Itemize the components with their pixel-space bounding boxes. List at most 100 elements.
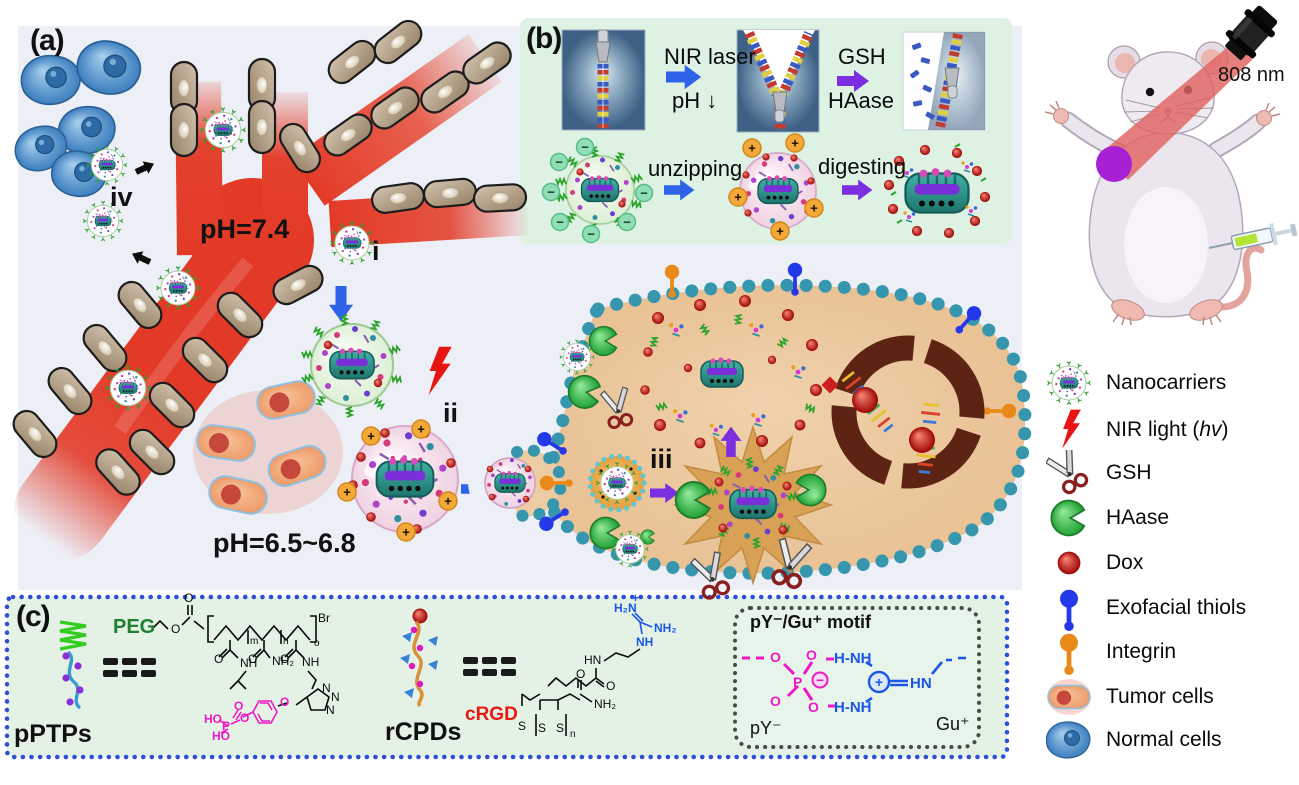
atom-label: S	[556, 721, 564, 735]
atom-label: O	[184, 591, 193, 605]
legend-label: GSH	[1106, 461, 1152, 484]
atom-label: O	[770, 693, 781, 709]
plus-badge	[438, 491, 458, 511]
atom-label: NH₂	[594, 697, 616, 711]
minus-badge	[550, 212, 570, 232]
mouse-illustration	[1044, 5, 1298, 326]
circled-plus: +	[875, 674, 883, 690]
atom-label: O	[248, 652, 257, 666]
unzipping-label: unzipping	[648, 156, 743, 181]
dox-icon	[1046, 540, 1092, 586]
pptp-structure	[151, 605, 330, 734]
crgd-label: cRGD	[465, 704, 518, 725]
plus-badge	[785, 133, 805, 153]
endosome	[587, 453, 647, 513]
repeat-label: n	[570, 729, 576, 740]
nanoparticle-entering	[484, 457, 536, 509]
circled-minus: −	[816, 672, 824, 688]
gsh-label: GSH	[838, 44, 886, 69]
panel-b-label: (b)	[526, 22, 562, 55]
dox-icon	[852, 387, 878, 413]
atom-label: O	[280, 695, 289, 709]
plus-badge	[804, 198, 824, 218]
mouse-foot	[1111, 299, 1145, 321]
atom-label: H-NH	[834, 699, 872, 716]
tumor-cell-icon	[1046, 674, 1092, 720]
legend-label: Tumor cells	[1106, 685, 1214, 708]
mouse-hand	[1053, 108, 1069, 124]
legend-item-nanocarriers: Nanocarriers	[1046, 360, 1296, 406]
atom-label: S	[518, 719, 526, 733]
legend-label: Nanocarriers	[1106, 371, 1227, 394]
legend-label: HAase	[1106, 506, 1170, 529]
atom-label: +	[632, 591, 639, 605]
legend-item-dox: Dox	[1046, 540, 1296, 586]
atom-label: O	[214, 652, 223, 666]
legend-item-haase: HAase	[1046, 495, 1296, 541]
repeat-label: o	[314, 638, 320, 649]
laser-spot-tumor	[1096, 146, 1132, 182]
legend-item-exofacial-thiols: Exofacial thiols	[1046, 585, 1296, 631]
pptps-label: pPTPs	[14, 720, 92, 748]
py-label: pY⁻	[750, 718, 782, 738]
zipper-open	[736, 29, 820, 133]
legend-label: Integrin	[1106, 640, 1177, 663]
atom-label: HN	[584, 653, 601, 667]
ph-down-label: pH ↓	[672, 88, 718, 113]
legend-item-nir-light: NIR light (hv)	[1046, 407, 1296, 453]
rcpds-polymer-icon	[400, 608, 438, 708]
equivalence-icon	[103, 658, 156, 677]
mouse-eye	[1145, 87, 1155, 97]
minus-badge	[617, 212, 637, 232]
nir-laser-label: NIR laser	[664, 44, 756, 69]
legend-label: Dox	[1106, 551, 1144, 574]
dox-icon	[821, 376, 839, 394]
atom-label: O	[234, 699, 243, 713]
minus-badge	[575, 137, 595, 157]
zipper-closed	[561, 29, 646, 131]
atom-label: P	[793, 674, 802, 690]
plus-badge	[411, 419, 431, 439]
atom-label: HO	[204, 712, 222, 726]
repeat-label: m	[250, 636, 258, 647]
panel-c-label: (c)	[16, 600, 51, 633]
gsh-scissors-icon	[1046, 450, 1092, 496]
plus-badge	[361, 426, 381, 446]
endosome-escape-burst	[672, 424, 834, 603]
rcpd-structure	[521, 612, 653, 736]
plus-badge	[742, 138, 762, 158]
atom-label: N	[322, 681, 331, 695]
laser-wavelength-label: 808 nm	[1218, 64, 1285, 86]
nanocarrier-icon	[1046, 360, 1092, 406]
dox-icon	[909, 427, 935, 453]
loose-zipper-teeth	[909, 42, 935, 120]
rcpds-label: rCPDs	[385, 718, 462, 746]
legend-label: Exofacial thiols	[1106, 596, 1247, 619]
atom-label: H-NH	[834, 650, 872, 667]
atom-label: O	[280, 652, 289, 666]
step-ii-label: ii	[443, 398, 459, 428]
syringe-icon	[1208, 223, 1298, 251]
motif-title: pY⁻/Gu⁺ motif	[750, 612, 871, 632]
atom-label: NH	[636, 635, 653, 649]
tumor-cells-cluster	[193, 377, 343, 518]
legend-item-normal-cells: Normal cells	[1046, 717, 1296, 763]
integrin-icon	[1046, 629, 1092, 675]
minus-badge	[581, 224, 601, 244]
nucleus	[821, 335, 985, 489]
ph-vessel-label: pH=7.4	[200, 214, 290, 244]
laser-beam	[1102, 40, 1254, 180]
atom-label: O	[806, 647, 817, 663]
laser-device-icon	[1225, 5, 1278, 60]
atom-label: HN	[910, 675, 932, 692]
atom-label: P	[222, 719, 230, 733]
legend-label: Normal cells	[1106, 728, 1222, 751]
exofacial-thiol-icon	[1046, 585, 1092, 631]
ph-tumor-label: pH=6.5~6.8	[213, 528, 356, 558]
step-i-label: i	[372, 236, 380, 266]
atom-label: Br	[318, 611, 330, 625]
peg-label: PEG	[113, 616, 156, 638]
atom-label: N	[326, 703, 335, 717]
